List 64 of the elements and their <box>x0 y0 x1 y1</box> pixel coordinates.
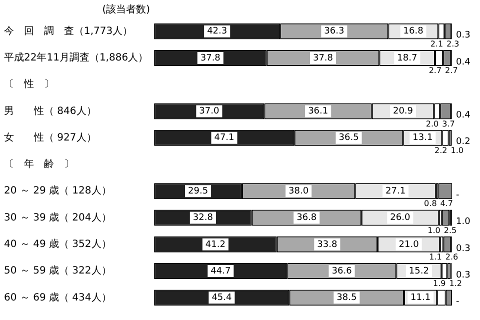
data-label: 21.0 <box>398 240 420 250</box>
data-label: 0.4 <box>456 57 471 68</box>
y-tick-label: 今 回 調 査（1,773人） <box>4 24 133 37</box>
data-label: 36.5 <box>338 133 359 144</box>
data-label: 45.4 <box>212 293 232 304</box>
data-label: 13.1 <box>412 133 433 144</box>
data-label: 47.1 <box>214 133 234 144</box>
data-label: 36.3 <box>324 26 344 37</box>
data-label: 36.6 <box>332 266 352 276</box>
data-label: 2.0 <box>426 119 439 128</box>
data-label: 42.3 <box>207 26 228 37</box>
data-label: 38.0 <box>288 186 309 196</box>
data-label: 41.2 <box>205 240 226 250</box>
data-label: 0.3 <box>456 244 470 254</box>
data-label: 0.4 <box>456 110 471 121</box>
data-label: 38.5 <box>336 293 357 304</box>
data-label: 1.0 <box>450 146 464 155</box>
data-label: 11.1 <box>410 293 431 304</box>
data-label: 1.2 <box>449 279 462 288</box>
data-label: 20.9 <box>392 106 414 117</box>
data-label: 37.8 <box>200 53 221 64</box>
data-label: 3.7 <box>442 119 455 128</box>
data-label: 29.5 <box>188 186 208 196</box>
data-label: 27.1 <box>386 186 406 196</box>
data-label: 15.2 <box>408 266 429 276</box>
y-tick-label: 30 ～ 39 歳（ 204人） <box>4 211 112 224</box>
data-label: 26.0 <box>390 213 410 224</box>
y-axis-title: (該当者数) <box>102 4 150 16</box>
data-label: 36.8 <box>296 213 317 224</box>
data-label: 36.1 <box>308 106 328 117</box>
data-label: 4.7 <box>440 199 454 208</box>
text: - <box>456 190 460 200</box>
data-label: 2.3 <box>446 39 460 48</box>
data-label: 2.2 <box>434 146 448 155</box>
data-label: 2.6 <box>445 252 458 262</box>
data-label: 2.7 <box>428 66 442 76</box>
y-tick-label: 20 ～ 29 歳（ 128人） <box>4 184 112 197</box>
data-label: 37.0 <box>199 106 220 117</box>
data-label: 33.8 <box>317 240 338 250</box>
data-label: 2.7 <box>445 66 458 76</box>
data-label: 2.1 <box>430 39 444 48</box>
data-label: 0.8 <box>424 199 437 208</box>
data-label: 1.9 <box>433 279 446 288</box>
y-tick-label: 〔 年 齢 〕 <box>4 158 74 170</box>
data-label: 0.3 <box>456 30 470 41</box>
data-label: 32.8 <box>192 213 214 224</box>
y-tick-label: 〔 性 〕 <box>4 78 54 90</box>
y-tick-label: 平成22年11月調査（1,886人） <box>4 52 148 64</box>
y-tick-label: 40 ～ 49 歳（ 352人） <box>4 238 112 250</box>
data-label: 2.5 <box>444 226 457 235</box>
data-label: 37.8 <box>312 53 334 64</box>
text: - <box>456 297 460 308</box>
y-tick-label: 60 ～ 69 歳（ 434人） <box>4 291 112 304</box>
y-tick-label: 50 ～ 59 歳（ 322人） <box>4 264 112 277</box>
data-label: 16.8 <box>403 26 424 37</box>
data-label: 44.7 <box>210 266 231 276</box>
data-label: 18.7 <box>397 53 418 64</box>
data-label: 1.0 <box>456 217 471 228</box>
data-label: 0.3 <box>456 270 470 280</box>
data-label: 1.1 <box>429 252 442 262</box>
y-tick-label: 女 性（ 927人） <box>4 131 96 144</box>
data-label: 1.0 <box>428 226 440 235</box>
data-label: 0.2 <box>456 137 470 148</box>
y-tick-label: 男 性（ 846人） <box>4 104 96 117</box>
